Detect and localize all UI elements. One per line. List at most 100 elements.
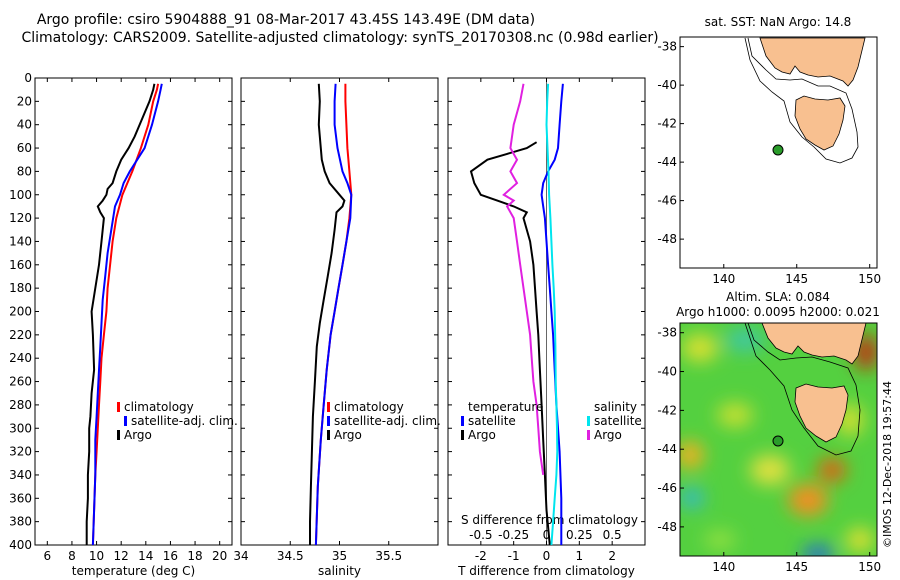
legend-swatch-satellite-adj (124, 416, 127, 426)
y-tick-label: 280 (9, 398, 32, 412)
y-tick-label: 260 (9, 375, 32, 389)
series-line-satellite-adj-clim- (91, 83, 163, 546)
series-line-argo (309, 83, 346, 545)
x-tick-label: 8 (68, 549, 76, 563)
map-y-tick-label: -48 (657, 520, 677, 534)
map-y-tick-label: -44 (657, 155, 677, 169)
sla-map-title: Altim. SLA: 0.084 (726, 290, 830, 304)
x-tick-label: 14 (138, 549, 153, 563)
x-top-tick-label: -0.25 (498, 528, 529, 542)
y-tick-label: 400 (9, 538, 32, 552)
map-x-tick-label: 140 (712, 560, 735, 574)
x-tick-label: 16 (163, 549, 178, 563)
map-y-tick-label: -42 (657, 117, 677, 131)
difference-legend: temperature salinity satellite Argo sate… (461, 400, 642, 442)
legend-label-climatology: climatology (124, 400, 194, 414)
y-tick-label: 120 (9, 211, 32, 225)
x-top-tick-label: -0.5 (469, 528, 492, 542)
map-y-tick-label: -46 (657, 481, 677, 495)
tasmania (794, 95, 846, 151)
panel-frame (240, 77, 439, 546)
sla-map-subtitle: Argo h1000: 0.0095 h2000: 0.021 (676, 305, 880, 319)
profile-panel-1: 6 8 10 12 14 16 18 2002040608010012014016018020… (9, 71, 233, 578)
x-tick-label: -1 (508, 549, 520, 563)
sla-argo-float-marker (772, 435, 784, 447)
legend-label-s-satellite: satellite (594, 414, 642, 428)
title-line-1: Argo profile: csiro 5904888_91 08-Mar-20… (37, 12, 535, 28)
x-tick-label: 35 (332, 549, 347, 563)
y-tick-label: 40 (17, 118, 32, 132)
sla-shelf-contour (744, 323, 861, 456)
map-x-tick-label: 150 (858, 272, 881, 286)
profile-panel-2: 34 34.5 35 35.5 salinity (233, 77, 439, 578)
y-tick-label: 60 (17, 141, 32, 155)
x-axis-label: salinity (318, 564, 361, 578)
map-y-tick-label: -40 (657, 78, 677, 92)
sst-map-title: sat. SST: NaN Argo: 14.8 (705, 15, 852, 29)
x-tick-label: 18 (187, 549, 202, 563)
map-y-tick-label: -44 (657, 442, 677, 456)
legend-label-s-argo: Argo (594, 428, 622, 442)
legend-label-t-argo: Argo (468, 428, 496, 442)
legend-swatch-climatology (327, 402, 330, 412)
x-top-tick-label: 0 (543, 528, 551, 542)
map-y-tick-label: -42 (657, 403, 677, 417)
watermark: ©IMOS 12-Dec-2018 19:57:44 (881, 381, 894, 548)
y-tick-label: 140 (9, 234, 32, 248)
series-line-s-argo (502, 83, 545, 476)
legend-label-argo: Argo (124, 428, 152, 442)
x-tick-label: 10 (89, 549, 104, 563)
x-tick-label: 2 (608, 549, 616, 563)
legend-label-satellite-adj: satellite-adj. clim. (334, 414, 441, 428)
series-line-argo (85, 83, 156, 545)
x-top-tick-label: 0.25 (566, 528, 593, 542)
sla-mainland-australia (761, 323, 867, 365)
x-tick-label: -2 (475, 549, 487, 563)
x-tick-label: 34 (233, 549, 248, 563)
map-y-tick-label: -48 (657, 232, 677, 246)
legend-label-argo: Argo (334, 428, 362, 442)
legend-label-climatology: climatology (334, 400, 404, 414)
sla-map-frame (679, 322, 878, 557)
sla-map (679, 322, 878, 557)
argo-float-marker (772, 144, 784, 156)
map-y-tick-label: -46 (657, 194, 677, 208)
y-tick-label: 320 (9, 445, 32, 459)
mainland-australia (759, 37, 866, 87)
series-line-satellite-adj-clim- (314, 83, 353, 546)
legend-swatch-argo (327, 430, 330, 440)
map-y-tick-label: -40 (657, 365, 677, 379)
x-axis-label: T difference from climatology (457, 564, 635, 578)
x-top-axis-label: S difference from climatology (461, 513, 638, 527)
legend-swatch-s-satellite (587, 416, 590, 426)
x-tick-label: 20 (212, 549, 227, 563)
y-tick-label: 100 (9, 188, 32, 202)
profile-panel-3: -2 -1 0 1 2 S difference from climatology-0.5… (447, 77, 646, 578)
temperature-legend: climatology satellite-adj. clim. Argo (117, 400, 238, 442)
map-x-tick-label: 145 (785, 272, 808, 286)
map-y-tick-label: -38 (657, 326, 677, 340)
legend-title-temperature: temperature (468, 400, 543, 414)
y-tick-label: 80 (17, 164, 32, 178)
legend-swatch-argo (117, 430, 120, 440)
y-tick-label: 180 (9, 281, 32, 295)
map-x-tick-label: 145 (785, 560, 808, 574)
y-tick-label: 160 (9, 258, 32, 272)
map-x-tick-label: 140 (712, 272, 735, 286)
y-tick-label: 240 (9, 351, 32, 365)
x-tick-label: 1 (576, 549, 584, 563)
series-line-climatology (91, 83, 160, 546)
map-x-tick-label: 150 (858, 560, 881, 574)
legend-swatch-satellite-adj (327, 416, 330, 426)
sst-map (679, 36, 878, 269)
y-tick-label: 360 (9, 491, 32, 505)
legend-label-satellite-adj: satellite-adj. clim. (131, 414, 238, 428)
legend-swatch-t-satellite (461, 416, 464, 426)
map-y-tick-label: -38 (657, 40, 677, 54)
x-tick-label: 0 (543, 549, 551, 563)
legend-swatch-s-argo (587, 430, 590, 440)
title-line-2: Climatology: CARS2009. Satellite-adjuste… (21, 30, 658, 46)
y-tick-label: 300 (9, 421, 32, 435)
y-tick-label: 0 (24, 71, 32, 85)
y-tick-label: 340 (9, 468, 32, 482)
